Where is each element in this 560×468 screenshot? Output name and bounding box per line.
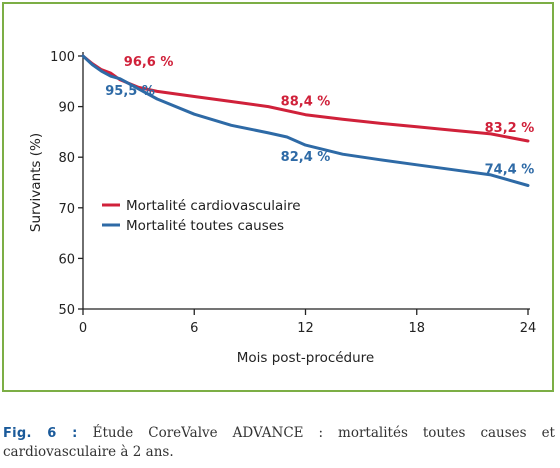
y-tick-label: 60 [58,252,75,267]
data-label: 96,6 % [124,55,174,70]
y-tick-label: 70 [58,202,75,217]
series-line-cardiovasculaire [81,54,530,143]
legend: Mortalité cardiovasculaire Mortalité tout… [102,198,301,234]
caption-prefix: Fig. 6 : [3,426,78,441]
y-tick-label: 90 [58,101,75,116]
x-tick-label: 24 [520,321,537,336]
axes: 50 60 70 80 90 100 0 6 12 18 24 Mois post-procédure… [28,50,536,366]
data-label: 83,2 % [485,121,535,136]
x-tick-label: 12 [297,321,314,336]
series-line-toutes-causes [81,54,530,187]
x-tick-label: 18 [408,321,425,336]
data-label: 95,5 % [105,84,155,99]
legend-label: Mortalité toutes causes [126,218,284,234]
data-label: 74,4 % [485,163,535,178]
x-axis-title: Mois post-procédure [237,350,375,366]
y-axis-title: Survivants (%) [28,133,44,232]
figure-caption: Fig. 6 : Étude CoreValve ADVANCE : morta… [3,424,555,462]
legend-label: Mortalité cardiovasculaire [126,198,301,214]
x-tick-label: 0 [79,321,87,336]
y-tick-label: 80 [58,151,75,166]
survival-chart: 50 60 70 80 90 100 0 6 12 18 24 Mois post-procédure… [28,50,536,366]
chart-frame: 50 60 70 80 90 100 0 6 12 18 24 Mois post-procédure… [2,2,554,392]
annotations: 96,6 % 88,4 % 83,2 % 95,5 % 82,4 % 74,4 % [105,55,534,177]
data-label: 88,4 % [281,95,331,110]
data-label: 82,4 % [281,150,331,165]
y-tick-label: 50 [58,303,75,318]
series-lines [81,54,530,187]
y-tick-label: 100 [50,50,75,65]
x-tick-label: 6 [190,321,198,336]
caption-text: Étude CoreValve ADVANCE : mortalités tou… [3,425,555,460]
